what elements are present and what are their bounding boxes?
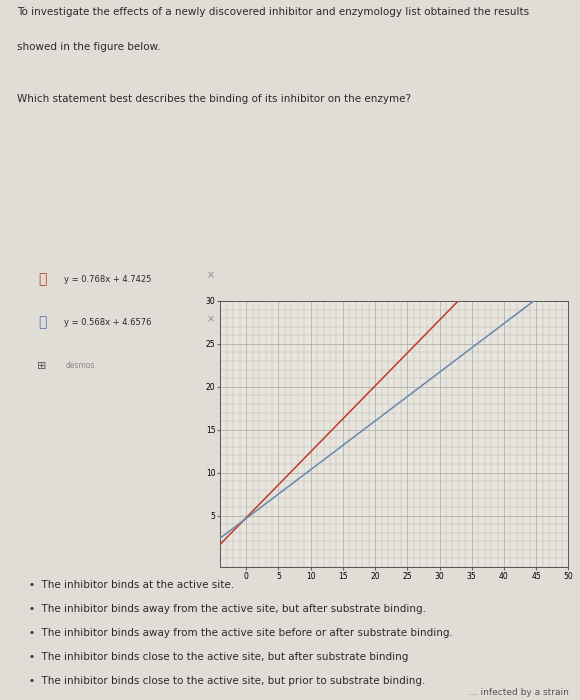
Text: •  The inhibitor binds close to the active site, but prior to substrate binding.: • The inhibitor binds close to the activ… — [28, 676, 425, 686]
Text: Which statement best describes the binding of its inhibitor on the enzyme?: Which statement best describes the bindi… — [17, 94, 411, 104]
Text: •  The inhibitor binds away from the active site before or after substrate bindi: • The inhibitor binds away from the acti… — [28, 628, 452, 638]
Text: •  The inhibitor binds away from the active site, but after substrate binding.: • The inhibitor binds away from the acti… — [28, 604, 426, 614]
Text: Ⓝ: Ⓝ — [39, 272, 47, 286]
Text: ×: × — [206, 314, 215, 324]
Text: •  The inhibitor binds at the active site.: • The inhibitor binds at the active site… — [28, 580, 234, 590]
Text: ... infected by a strain: ... infected by a strain — [469, 688, 568, 697]
Text: showed in the figure below.: showed in the figure below. — [17, 42, 161, 52]
Text: To investigate the effects of a newly discovered inhibitor and enzymology list o: To investigate the effects of a newly di… — [17, 7, 530, 17]
Text: desmos: desmos — [66, 361, 95, 370]
Text: y = 0.568x + 4.6576: y = 0.568x + 4.6576 — [64, 318, 152, 327]
Text: y = 0.768x + 4.7425: y = 0.768x + 4.7425 — [64, 274, 152, 284]
Text: •  The inhibitor binds close to the active site, but after substrate binding: • The inhibitor binds close to the activ… — [28, 652, 408, 662]
Text: ⊞: ⊞ — [37, 360, 47, 371]
Text: Ⓝ: Ⓝ — [39, 316, 47, 330]
Text: ×: × — [206, 270, 215, 281]
